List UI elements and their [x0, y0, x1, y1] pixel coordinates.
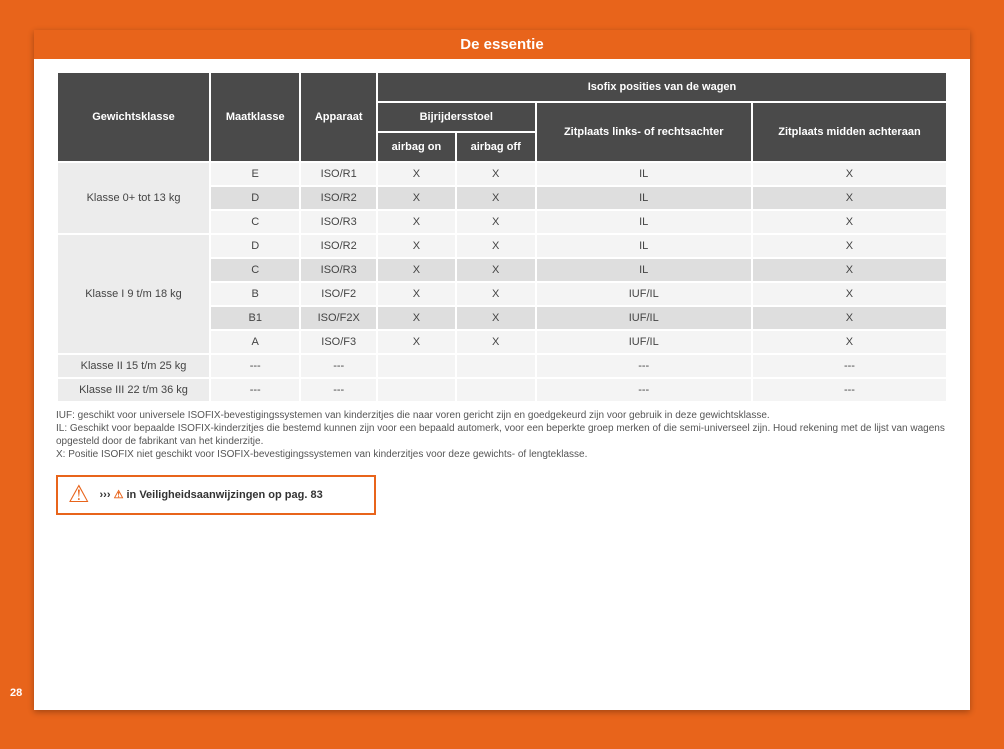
- table-cell: X: [753, 187, 946, 209]
- table-cell: IL: [537, 163, 751, 185]
- table-cell: IL: [537, 235, 751, 257]
- table-cell: ---: [537, 379, 751, 401]
- table-cell: IL: [537, 259, 751, 281]
- table-cell: X: [457, 187, 535, 209]
- table-cell: X: [457, 211, 535, 233]
- content-area: Gewichtsklasse Maatklasse Apparaat Isofi…: [34, 71, 970, 515]
- table-cell: ISO/F3: [301, 331, 376, 353]
- warning-text: ››› ⚠ in Veiligheidsaanwijzingen op pag.…: [100, 488, 323, 502]
- table-cell: X: [378, 283, 455, 305]
- document-page: De essentie Gewichtsklasse Maatklasse Ap…: [34, 30, 970, 710]
- table-cell: IUF/IL: [537, 331, 751, 353]
- table-cell: ISO/R3: [301, 211, 376, 233]
- table-cell: ISO/R3: [301, 259, 376, 281]
- footnotes: IUF: geschikt voor universele ISOFIX-bev…: [56, 409, 948, 461]
- table-cell: [457, 355, 535, 377]
- table-cell: [457, 379, 535, 401]
- table-cell: ISO/F2X: [301, 307, 376, 329]
- table-cell: X: [753, 163, 946, 185]
- table-cell: ---: [753, 379, 946, 401]
- table-cell: X: [457, 331, 535, 353]
- table-cell: ---: [211, 379, 299, 401]
- warning-prefix: ›››: [100, 489, 114, 501]
- header-device: Apparaat: [301, 73, 376, 161]
- table-cell: ---: [211, 355, 299, 377]
- header-rear-side: Zitplaats links- of rechtsachter: [537, 103, 751, 161]
- table-cell: C: [211, 211, 299, 233]
- header-airbag-off: airbag off: [457, 133, 535, 161]
- table-cell: ---: [301, 355, 376, 377]
- weight-class-label: Klasse 0+ tot 13 kg: [58, 163, 209, 233]
- table-cell: X: [378, 235, 455, 257]
- table-cell: ISO/R2: [301, 187, 376, 209]
- header-size-class: Maatklasse: [211, 73, 299, 161]
- header-rear-mid: Zitplaats midden achteraan: [753, 103, 946, 161]
- table-cell: X: [457, 235, 535, 257]
- table-cell: B1: [211, 307, 299, 329]
- table-cell: B: [211, 283, 299, 305]
- footnote-iuf: IUF: geschikt voor universele ISOFIX-bev…: [56, 409, 948, 422]
- table-cell: X: [753, 307, 946, 329]
- table-cell: X: [378, 307, 455, 329]
- table-cell: E: [211, 163, 299, 185]
- warning-inline-icon: ⚠: [114, 489, 124, 501]
- table-cell: IUF/IL: [537, 307, 751, 329]
- weight-class-label: Klasse I 9 t/m 18 kg: [58, 235, 209, 353]
- table-cell: IL: [537, 187, 751, 209]
- table-cell: X: [378, 211, 455, 233]
- table-cell: X: [753, 283, 946, 305]
- table-cell: D: [211, 235, 299, 257]
- footnote-x: X: Positie ISOFIX niet geschikt voor ISO…: [56, 448, 948, 461]
- table-cell: X: [457, 307, 535, 329]
- table-cell: X: [378, 259, 455, 281]
- table-cell: X: [457, 259, 535, 281]
- table-cell: D: [211, 187, 299, 209]
- table-cell: IL: [537, 211, 751, 233]
- table-cell: A: [211, 331, 299, 353]
- warning-icon: ⚠: [68, 483, 90, 507]
- table-cell: ISO/R2: [301, 235, 376, 257]
- table-cell: X: [457, 163, 535, 185]
- table-cell: [378, 355, 455, 377]
- warning-box: ⚠ ››› ⚠ in Veiligheidsaanwijzingen op pa…: [56, 475, 376, 515]
- table-cell: ISO/F2: [301, 283, 376, 305]
- table-cell: X: [753, 331, 946, 353]
- table-cell: ---: [537, 355, 751, 377]
- table-cell: ISO/R1: [301, 163, 376, 185]
- header-airbag-on: airbag on: [378, 133, 455, 161]
- page-number: 28: [10, 687, 22, 699]
- table-cell: [378, 379, 455, 401]
- table-cell: X: [378, 163, 455, 185]
- page: 28 De essentie Gewichtsklasse Maatklasse…: [0, 20, 1004, 729]
- footnote-il: IL: Geschikt voor bepaalde ISOFIX-kinder…: [56, 422, 948, 448]
- table-cell: X: [753, 211, 946, 233]
- header-isofix-group: Isofix posities van de wagen: [378, 73, 946, 101]
- table-cell: X: [457, 283, 535, 305]
- header-passenger-seat: Bijrijdersstoel: [378, 103, 535, 131]
- header-weight-class: Gewichtsklasse: [58, 73, 209, 161]
- table-cell: ---: [301, 379, 376, 401]
- table-cell: ---: [753, 355, 946, 377]
- warning-body: in Veiligheidsaanwijzingen op pag. 83: [123, 489, 322, 501]
- weight-class-label: Klasse II 15 t/m 25 kg: [58, 355, 209, 377]
- table-cell: IUF/IL: [537, 283, 751, 305]
- page-title: De essentie: [34, 30, 970, 59]
- weight-class-label: Klasse III 22 t/m 36 kg: [58, 379, 209, 401]
- table-cell: C: [211, 259, 299, 281]
- table-cell: X: [378, 331, 455, 353]
- table-cell: X: [753, 259, 946, 281]
- table-cell: X: [378, 187, 455, 209]
- isofix-table: Gewichtsklasse Maatklasse Apparaat Isofi…: [56, 71, 948, 403]
- table-cell: X: [753, 235, 946, 257]
